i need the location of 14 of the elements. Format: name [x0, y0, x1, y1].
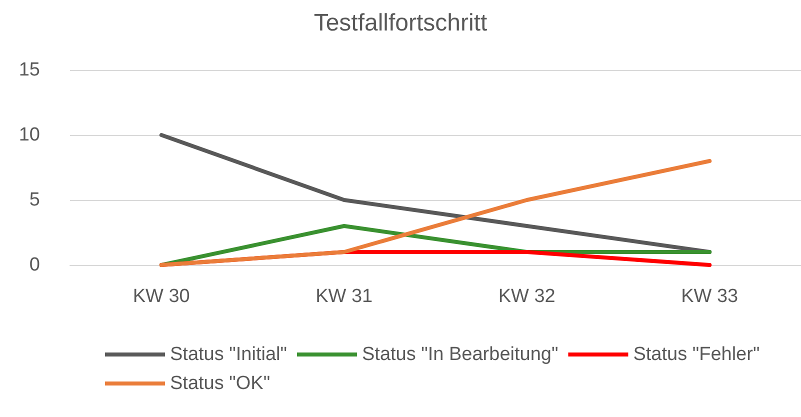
y-tick-label: 15 — [18, 60, 40, 80]
y-tick-label: 0 — [29, 254, 40, 276]
legend-label: Status "Initial" — [170, 344, 287, 365]
x-tick-label: KW 30 — [132, 286, 190, 307]
legend-label: Status "OK" — [170, 373, 270, 394]
chart-title: Testfallfortschritt — [314, 10, 488, 36]
legend-label: Status "In Bearbeitung" — [362, 344, 558, 365]
line-series — [159, 159, 712, 267]
y-tick-label: 5 — [29, 190, 40, 210]
x-tick-label: KW 33 — [681, 286, 738, 307]
y-tick-label: 10 — [18, 124, 40, 146]
x-tick-label: KW 32 — [498, 286, 556, 307]
legend-label: Status "Fehler" — [633, 344, 760, 365]
x-tick-label: KW 31 — [316, 286, 373, 307]
